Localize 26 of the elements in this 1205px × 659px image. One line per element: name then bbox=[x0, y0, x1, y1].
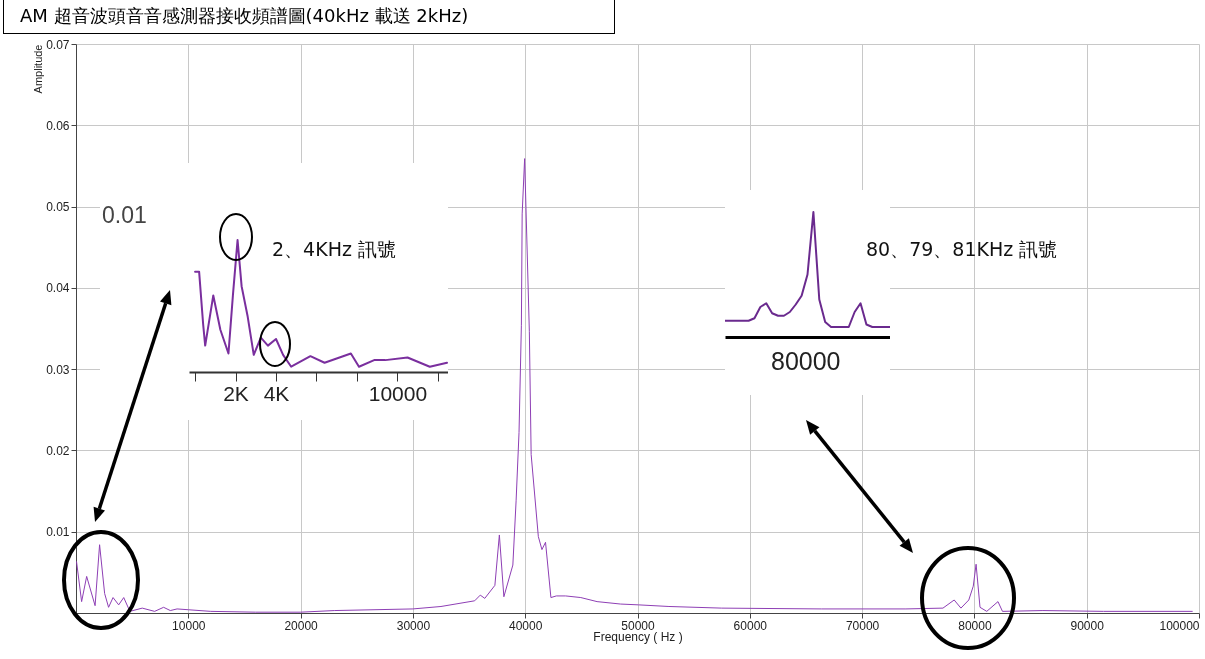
x-tick-label: 4K bbox=[263, 381, 290, 405]
y-axis-title: Amplitude bbox=[32, 44, 45, 94]
x-tick-label: 20000 bbox=[284, 618, 319, 633]
x-tick-label: 70000 bbox=[845, 618, 880, 633]
x-tick-label: 2K bbox=[223, 381, 249, 405]
x-tick-label: 90000 bbox=[1070, 618, 1105, 633]
y-tick-label: 0.07 bbox=[46, 37, 70, 52]
x-tick-label: 60000 bbox=[733, 618, 768, 633]
x-tick-label: 40000 bbox=[509, 618, 543, 633]
annotation: 2、4KHz 訊號 bbox=[272, 237, 396, 262]
x-tick-label: 100000 bbox=[1159, 618, 1200, 633]
x-tick-label: 30000 bbox=[396, 618, 431, 633]
y-tick-label: 0.04 bbox=[46, 281, 70, 296]
chart-title: AM 超音波頭音音感測器接收頻譜圖(40kHz 載送 2kHz) bbox=[3, 0, 615, 34]
y-tick-label: 0.02 bbox=[46, 443, 70, 458]
annotation: 80、79、81KHz 訊號 bbox=[866, 237, 1058, 262]
annotation: 0.01 bbox=[102, 202, 147, 229]
y-tick-label: 0.05 bbox=[46, 200, 70, 215]
y-tick-label: 0.06 bbox=[46, 118, 70, 133]
y-tick-label: 0.01 bbox=[46, 525, 70, 540]
x-tick-label: 10000 bbox=[368, 381, 428, 405]
annotation: 80000 bbox=[771, 347, 841, 376]
x-tick-label: 10000 bbox=[172, 618, 206, 633]
line-series bbox=[76, 158, 1193, 613]
y-tick-label: 0.03 bbox=[46, 362, 70, 377]
x-tick-label: 80000 bbox=[958, 618, 992, 633]
